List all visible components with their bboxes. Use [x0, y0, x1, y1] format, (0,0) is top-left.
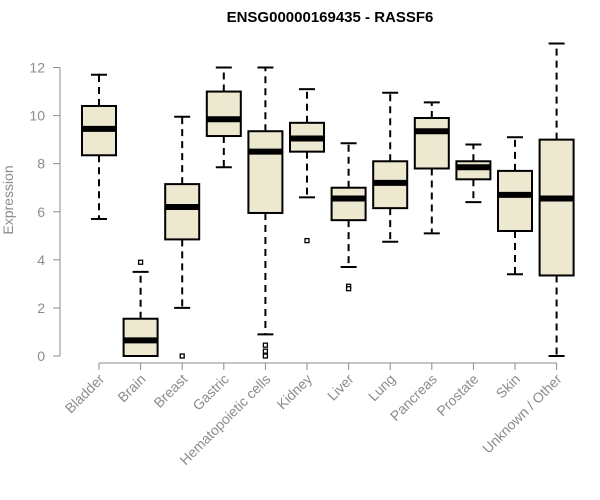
- box-liver: [330, 142, 367, 292]
- x-tick-label: Lung: [365, 371, 398, 404]
- x-tick-label: Breast: [150, 371, 190, 411]
- box-kidney: [289, 88, 325, 244]
- y-axis-label: Expression: [0, 165, 16, 234]
- box-unknown-other: [538, 42, 575, 357]
- outlier-point: [262, 348, 269, 354]
- iqr-box: [330, 186, 367, 222]
- box-breast: [164, 115, 201, 359]
- y-tick-label: 10: [29, 108, 45, 124]
- box-hematopoietic-cells: [247, 66, 284, 359]
- y-tick-label: 0: [37, 348, 45, 364]
- chart-title: ENSG00000169435 - RASSF6: [227, 9, 434, 26]
- box-skin: [497, 136, 533, 276]
- iqr-box: [247, 130, 284, 214]
- boxes-group: [81, 42, 575, 359]
- outlier-point: [262, 342, 269, 348]
- iqr-box: [538, 138, 575, 277]
- box-brain: [122, 259, 159, 358]
- y-tick-label: 2: [37, 300, 45, 316]
- y-tick-label: 4: [37, 252, 45, 268]
- x-tick-label: Bladder: [62, 371, 108, 417]
- iqr-box: [164, 183, 201, 241]
- x-tick-label: Unknown / Other: [479, 371, 565, 457]
- x-tick-label: Liver: [324, 371, 357, 404]
- x-tick-label: Kidney: [274, 371, 316, 413]
- x-tick-label: Prostate: [433, 371, 481, 419]
- y-axis: 0 2 4 6 8 10 12: [29, 60, 61, 364]
- outlier-point: [137, 259, 144, 265]
- iqr-box: [205, 90, 242, 138]
- iqr-box: [413, 117, 450, 170]
- iqr-box: [497, 169, 533, 232]
- y-tick-label: 12: [29, 60, 45, 76]
- outlier-point: [179, 353, 185, 359]
- box-lung: [372, 91, 409, 243]
- box-pancreas: [413, 101, 450, 235]
- x-tick-label: Brain: [114, 371, 148, 405]
- box-bladder: [81, 73, 117, 220]
- outlier-point: [345, 286, 352, 292]
- x-tick-label: Skin: [493, 371, 524, 402]
- box-prostate: [455, 143, 492, 204]
- y-tick-label: 6: [37, 204, 45, 220]
- box-gastric: [205, 66, 242, 169]
- y-tick-label: 8: [37, 156, 45, 172]
- iqr-box: [455, 160, 492, 181]
- outlier-point: [262, 353, 269, 359]
- iqr-box: [122, 317, 159, 358]
- outlier-point: [304, 237, 310, 244]
